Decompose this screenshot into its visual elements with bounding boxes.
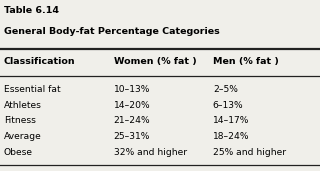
Text: Table 6.14: Table 6.14 bbox=[4, 6, 59, 15]
Text: Classification: Classification bbox=[4, 57, 76, 66]
Text: Obese: Obese bbox=[4, 148, 33, 157]
Text: 2–5%: 2–5% bbox=[213, 85, 238, 94]
Text: Fitness: Fitness bbox=[4, 116, 36, 126]
Text: 32% and higher: 32% and higher bbox=[114, 148, 187, 157]
Text: Athletes: Athletes bbox=[4, 101, 42, 110]
Text: Women (% fat ): Women (% fat ) bbox=[114, 57, 196, 66]
Text: 21–24%: 21–24% bbox=[114, 116, 150, 126]
Text: Men (% fat ): Men (% fat ) bbox=[213, 57, 279, 66]
Text: 14–20%: 14–20% bbox=[114, 101, 150, 110]
Text: 6–13%: 6–13% bbox=[213, 101, 244, 110]
Text: Essential fat: Essential fat bbox=[4, 85, 60, 94]
Text: 14–17%: 14–17% bbox=[213, 116, 249, 126]
Text: 25–31%: 25–31% bbox=[114, 132, 150, 141]
Text: 25% and higher: 25% and higher bbox=[213, 148, 286, 157]
Text: Average: Average bbox=[4, 132, 42, 141]
Text: 18–24%: 18–24% bbox=[213, 132, 249, 141]
Text: General Body-fat Percentage Categories: General Body-fat Percentage Categories bbox=[4, 27, 220, 36]
Text: 10–13%: 10–13% bbox=[114, 85, 150, 94]
